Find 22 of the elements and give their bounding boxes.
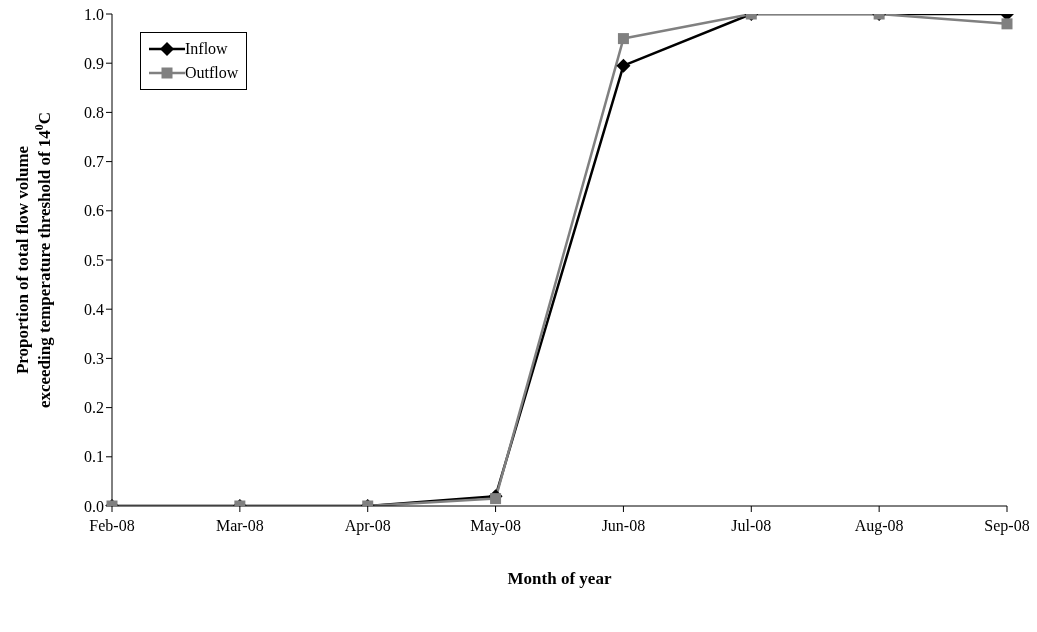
y-tick-label: 0.6 xyxy=(84,202,104,220)
legend-label: Inflow xyxy=(185,40,228,58)
legend-label: Outflow xyxy=(185,64,239,82)
x-tick-label: Aug-08 xyxy=(854,517,904,536)
x-tick-label: Feb-08 xyxy=(89,517,135,535)
y-tick-label: 0.9 xyxy=(84,54,104,72)
x-tick-label: Jul-08 xyxy=(731,517,772,535)
y-tick-label: 0.3 xyxy=(84,350,104,368)
y-tick-label: 0.1 xyxy=(84,448,104,466)
y-tick-label: 0.7 xyxy=(84,153,104,171)
x-tick-label: Apr-08 xyxy=(344,517,391,536)
x-tick-label: May-08 xyxy=(470,517,521,536)
y-tick-label: 0.5 xyxy=(84,251,104,269)
y-tick-label: 0.0 xyxy=(84,497,104,515)
x-axis-title: Month of year xyxy=(507,569,612,588)
y-tick-label: 0.2 xyxy=(84,399,104,417)
y-tick-label: 0.8 xyxy=(84,104,104,122)
x-tick-label: Mar-08 xyxy=(216,517,264,535)
x-tick-label: Sep-08 xyxy=(984,517,1030,536)
y-tick-label: 1.0 xyxy=(84,5,104,23)
y-tick-label: 0.4 xyxy=(84,300,104,318)
x-tick-label: Jun-08 xyxy=(601,517,646,535)
